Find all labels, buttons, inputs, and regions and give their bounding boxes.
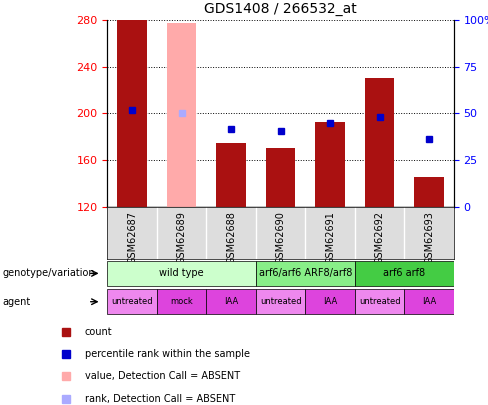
Text: percentile rank within the sample: percentile rank within the sample xyxy=(85,349,250,359)
Text: IAA: IAA xyxy=(323,296,337,306)
Text: GSM62687: GSM62687 xyxy=(127,211,137,264)
Text: GSM62688: GSM62688 xyxy=(226,211,236,264)
Text: count: count xyxy=(85,327,112,337)
Bar xyxy=(405,289,454,314)
Bar xyxy=(355,289,405,314)
Bar xyxy=(256,261,355,286)
Text: mock: mock xyxy=(170,296,193,306)
Title: GDS1408 / 266532_at: GDS1408 / 266532_at xyxy=(204,2,357,17)
Text: GSM62690: GSM62690 xyxy=(276,211,285,264)
Text: untreated: untreated xyxy=(111,296,153,306)
Bar xyxy=(414,177,444,207)
Bar xyxy=(216,143,246,207)
Text: value, Detection Call = ABSENT: value, Detection Call = ABSENT xyxy=(85,371,240,382)
Text: arf6 arf8: arf6 arf8 xyxy=(383,268,426,278)
Text: genotype/variation: genotype/variation xyxy=(2,269,95,278)
Bar xyxy=(256,289,305,314)
Text: untreated: untreated xyxy=(359,296,401,306)
Text: arf6/arf6 ARF8/arf8: arf6/arf6 ARF8/arf8 xyxy=(259,268,352,278)
Bar xyxy=(117,20,147,207)
Text: IAA: IAA xyxy=(224,296,238,306)
Bar xyxy=(167,23,197,207)
Text: wild type: wild type xyxy=(159,268,204,278)
Bar xyxy=(315,122,345,207)
Bar xyxy=(305,289,355,314)
Bar xyxy=(365,79,394,207)
Text: GSM62689: GSM62689 xyxy=(177,211,186,264)
Bar xyxy=(206,289,256,314)
Text: untreated: untreated xyxy=(260,296,302,306)
Bar xyxy=(107,289,157,314)
Bar xyxy=(157,289,206,314)
Text: GSM62691: GSM62691 xyxy=(325,211,335,264)
Bar xyxy=(355,261,454,286)
Text: agent: agent xyxy=(2,297,30,307)
Text: rank, Detection Call = ABSENT: rank, Detection Call = ABSENT xyxy=(85,394,235,404)
Text: GSM62692: GSM62692 xyxy=(375,211,385,264)
Bar xyxy=(266,148,295,207)
Text: IAA: IAA xyxy=(422,296,436,306)
Bar xyxy=(107,261,256,286)
Text: GSM62693: GSM62693 xyxy=(424,211,434,264)
